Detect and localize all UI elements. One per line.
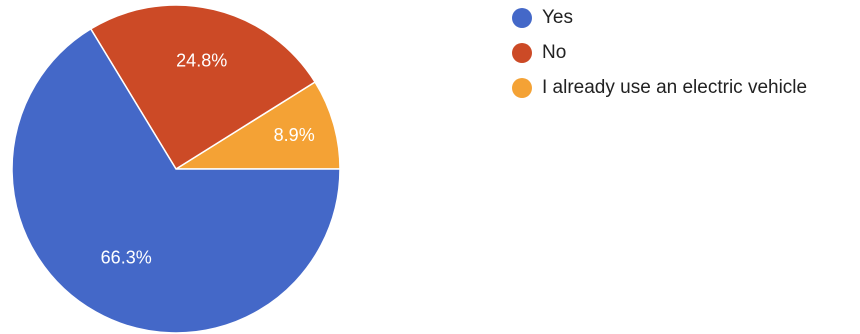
legend-label-no: No [542, 42, 567, 63]
pie-chart: 8.9% 24.8% 66.3% [11, 4, 341, 334]
pie-slice-no[interactable] [89, 4, 317, 171]
slice-label-no: 24.8% [176, 51, 227, 71]
legend-swatch-already-ev [512, 78, 532, 98]
legend-item-already-ev[interactable]: I already use an electric vehicle [512, 76, 807, 100]
legend-swatch-yes [512, 8, 532, 28]
legend-swatch-no [512, 43, 532, 63]
pie-slice-already-ev[interactable] [173, 80, 341, 170]
legend-item-yes[interactable]: Yes [512, 6, 807, 30]
legend-label-already-ev: I already use an electric vehicle [542, 77, 808, 98]
pie-slice-yes[interactable] [11, 27, 341, 334]
legend: Yes No I already use an electric vehicle [512, 6, 807, 111]
slice-label-yes: 66.3% [101, 248, 152, 268]
slice-label-already-ev: 8.9% [274, 125, 315, 145]
legend-item-no[interactable]: No [512, 41, 807, 65]
legend-label-yes: Yes [542, 7, 573, 28]
